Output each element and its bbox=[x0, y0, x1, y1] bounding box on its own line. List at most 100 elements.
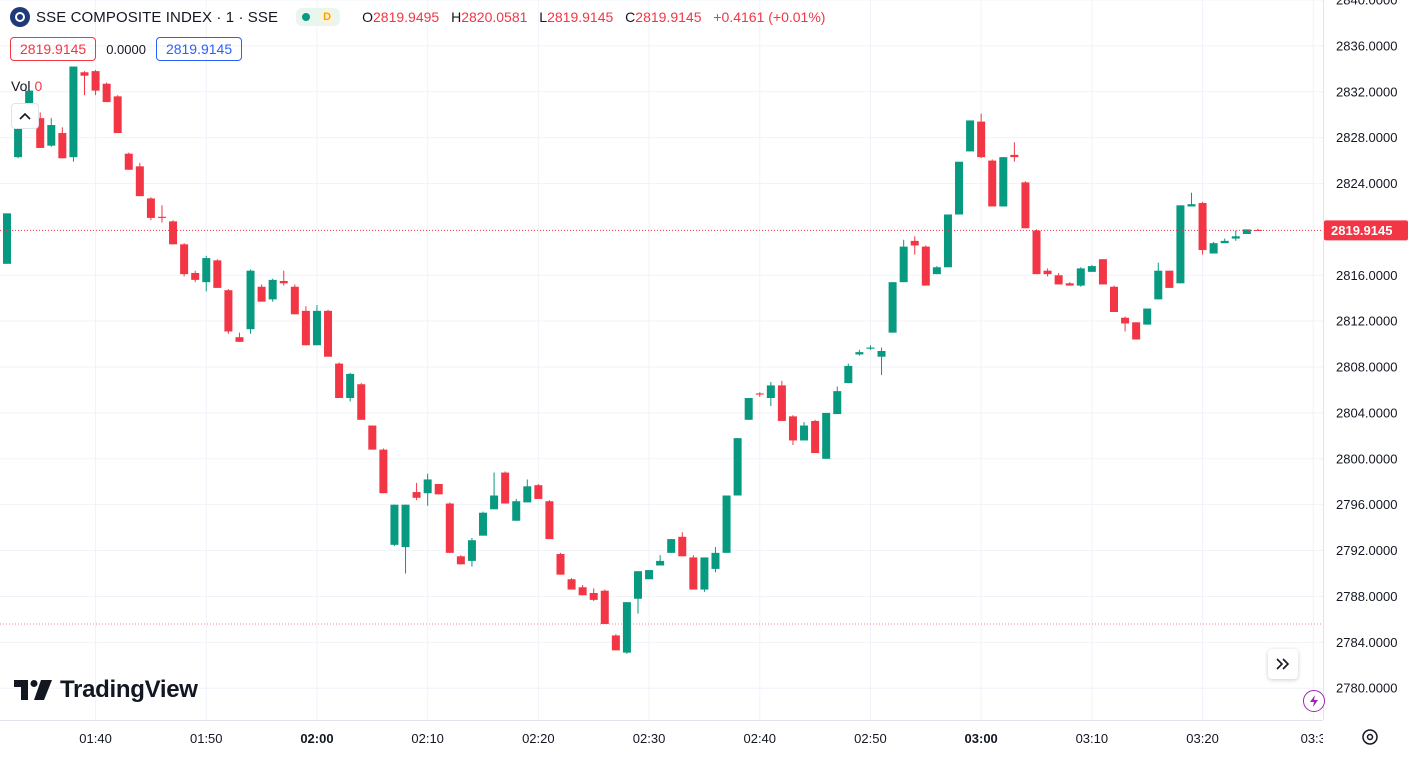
candle bbox=[69, 66, 78, 162]
candle bbox=[622, 602, 631, 654]
candle bbox=[955, 161, 964, 215]
lightning-button[interactable] bbox=[1303, 690, 1325, 712]
price-tick-label: 2784.0000 bbox=[1336, 635, 1397, 650]
close-value: 2819.9145 bbox=[635, 9, 702, 25]
candle bbox=[512, 498, 521, 521]
candle bbox=[401, 504, 410, 574]
candle bbox=[700, 557, 709, 592]
price-tick-label: 2800.0000 bbox=[1336, 451, 1397, 466]
candle bbox=[157, 205, 166, 223]
candle bbox=[600, 589, 609, 624]
time-tick-label: 03:10 bbox=[1076, 731, 1109, 746]
price-tick-label: 2832.0000 bbox=[1336, 84, 1397, 99]
candle bbox=[1176, 205, 1185, 284]
time-tick-label: 03:20 bbox=[1186, 731, 1219, 746]
svg-text:2819.9145: 2819.9145 bbox=[1331, 223, 1392, 238]
symbol-legend: SSE COMPOSITE INDEX · 1 · SSE D O2819.94… bbox=[10, 5, 825, 29]
candle bbox=[722, 495, 731, 553]
candle bbox=[257, 284, 266, 302]
market-status[interactable]: D bbox=[296, 8, 341, 26]
price-tick-label: 2824.0000 bbox=[1336, 176, 1397, 191]
candle bbox=[1087, 264, 1096, 272]
price-tick-label: 2796.0000 bbox=[1336, 497, 1397, 512]
candle bbox=[456, 555, 465, 565]
chart-plot-area[interactable] bbox=[0, 0, 1323, 720]
price-axis[interactable]: 2840.0000 2836.0000 2832.0000 2828.0000 2824… bbox=[1323, 0, 1410, 720]
change-value: +0.4161 (+0.01%) bbox=[713, 9, 826, 25]
candle bbox=[578, 584, 587, 596]
tradingview-logo[interactable]: TradingView bbox=[14, 676, 198, 704]
candle bbox=[1165, 270, 1174, 288]
candle bbox=[943, 214, 952, 268]
candle bbox=[567, 578, 576, 590]
candle bbox=[645, 570, 654, 580]
candle bbox=[224, 289, 233, 334]
candle bbox=[766, 381, 775, 407]
candle bbox=[58, 127, 67, 159]
price-tick-label: 2836.0000 bbox=[1336, 38, 1397, 53]
candle bbox=[1054, 272, 1063, 285]
candle bbox=[678, 532, 687, 557]
sell-price-button[interactable]: 2819.9145 bbox=[10, 37, 97, 61]
double-chevron-right-icon bbox=[1276, 658, 1290, 670]
time-tick-label: 02:00 bbox=[300, 731, 333, 746]
candle bbox=[855, 349, 864, 356]
go-to-realtime-button[interactable] bbox=[1268, 649, 1298, 679]
symbol-title[interactable]: SSE COMPOSITE INDEX · 1 · SSE bbox=[36, 8, 279, 26]
candle bbox=[822, 412, 831, 459]
candle bbox=[1198, 201, 1207, 255]
candle bbox=[467, 537, 476, 567]
price-tick-label: 2788.0000 bbox=[1336, 589, 1397, 604]
candle bbox=[1154, 262, 1163, 300]
candle bbox=[213, 259, 222, 288]
buy-price-button[interactable]: 2819.9145 bbox=[155, 37, 243, 61]
time-axis-scale: 01:40 01:50 02:00 02:10 02:20 02:30 02:40 02:50… bbox=[79, 731, 1326, 746]
candle bbox=[545, 500, 554, 540]
candle bbox=[357, 383, 366, 420]
candle bbox=[1076, 267, 1085, 287]
candle bbox=[80, 71, 89, 96]
price-axis-scale: 2840.0000 2836.0000 2832.0000 2828.0000 2824… bbox=[1324, 0, 1408, 696]
candle bbox=[335, 362, 344, 399]
candle bbox=[711, 547, 720, 573]
volume-label: Vol bbox=[11, 78, 31, 94]
price-tick-label: 2792.0000 bbox=[1336, 543, 1397, 558]
candle bbox=[346, 372, 355, 402]
candle bbox=[1209, 242, 1218, 254]
candle bbox=[135, 162, 144, 197]
candle bbox=[689, 555, 698, 590]
price-tick-label: 2812.0000 bbox=[1336, 314, 1397, 329]
candle bbox=[633, 571, 642, 614]
candle bbox=[479, 511, 488, 536]
candle bbox=[368, 425, 377, 450]
candle bbox=[1121, 316, 1130, 332]
candle bbox=[788, 415, 797, 446]
candlestick-chart[interactable] bbox=[0, 0, 1323, 720]
candle bbox=[113, 95, 122, 134]
candle bbox=[888, 282, 897, 333]
candle bbox=[899, 239, 908, 283]
gear-icon[interactable] bbox=[1360, 727, 1380, 747]
time-axis[interactable]: 01:40 01:50 02:00 02:10 02:20 02:30 02:40 02:50… bbox=[0, 720, 1326, 757]
candle bbox=[988, 159, 997, 207]
volume-value: 0 bbox=[34, 78, 43, 94]
time-tick-label: 01:40 bbox=[79, 731, 112, 746]
spread-value: 0.0000 bbox=[106, 41, 146, 57]
volume-legend[interactable]: Vol 0 bbox=[11, 78, 42, 94]
time-tick-label: 02:40 bbox=[743, 731, 776, 746]
collapse-legend-button[interactable] bbox=[11, 103, 39, 129]
price-tick-label: 2828.0000 bbox=[1336, 130, 1397, 145]
candle bbox=[1065, 282, 1074, 286]
candle bbox=[91, 69, 100, 96]
candle bbox=[977, 113, 986, 159]
candle bbox=[811, 419, 820, 454]
price-tick-label: 2780.0000 bbox=[1336, 681, 1397, 696]
candle bbox=[1010, 142, 1019, 162]
candle bbox=[534, 484, 543, 499]
candle bbox=[146, 197, 155, 221]
candle bbox=[1032, 229, 1041, 275]
candle bbox=[877, 347, 886, 376]
candle bbox=[1143, 308, 1152, 325]
low-value: 2819.9145 bbox=[547, 9, 614, 25]
candle bbox=[268, 278, 277, 302]
